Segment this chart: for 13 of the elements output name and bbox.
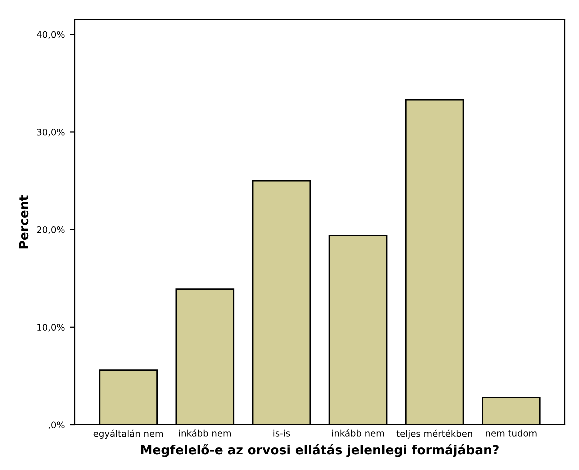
- x-tick-label: egyáltalán nem: [94, 430, 164, 439]
- x-tick-label: inkább nem: [332, 430, 384, 437]
- y-tick-label: 30,0%: [37, 128, 65, 137]
- y-axis-title: Percent: [19, 196, 29, 249]
- x-tick-label: is-is: [274, 430, 290, 437]
- y-tick-label: 20,0%: [37, 226, 65, 234]
- x-axis-title: Megfelelő-e az orvosi ellátás jelenlegi formájában?: [141, 444, 499, 458]
- y-tick-label: ,0%: [48, 422, 65, 430]
- y-tick-label: 10,0%: [38, 324, 65, 332]
- x-tick-label: nem tudom: [486, 430, 537, 437]
- x-tick-label: teljes mértékben: [396, 430, 472, 439]
- x-tick-label: inkább nem: [179, 430, 232, 437]
- y-tick-label: 40,0%: [37, 31, 65, 40]
